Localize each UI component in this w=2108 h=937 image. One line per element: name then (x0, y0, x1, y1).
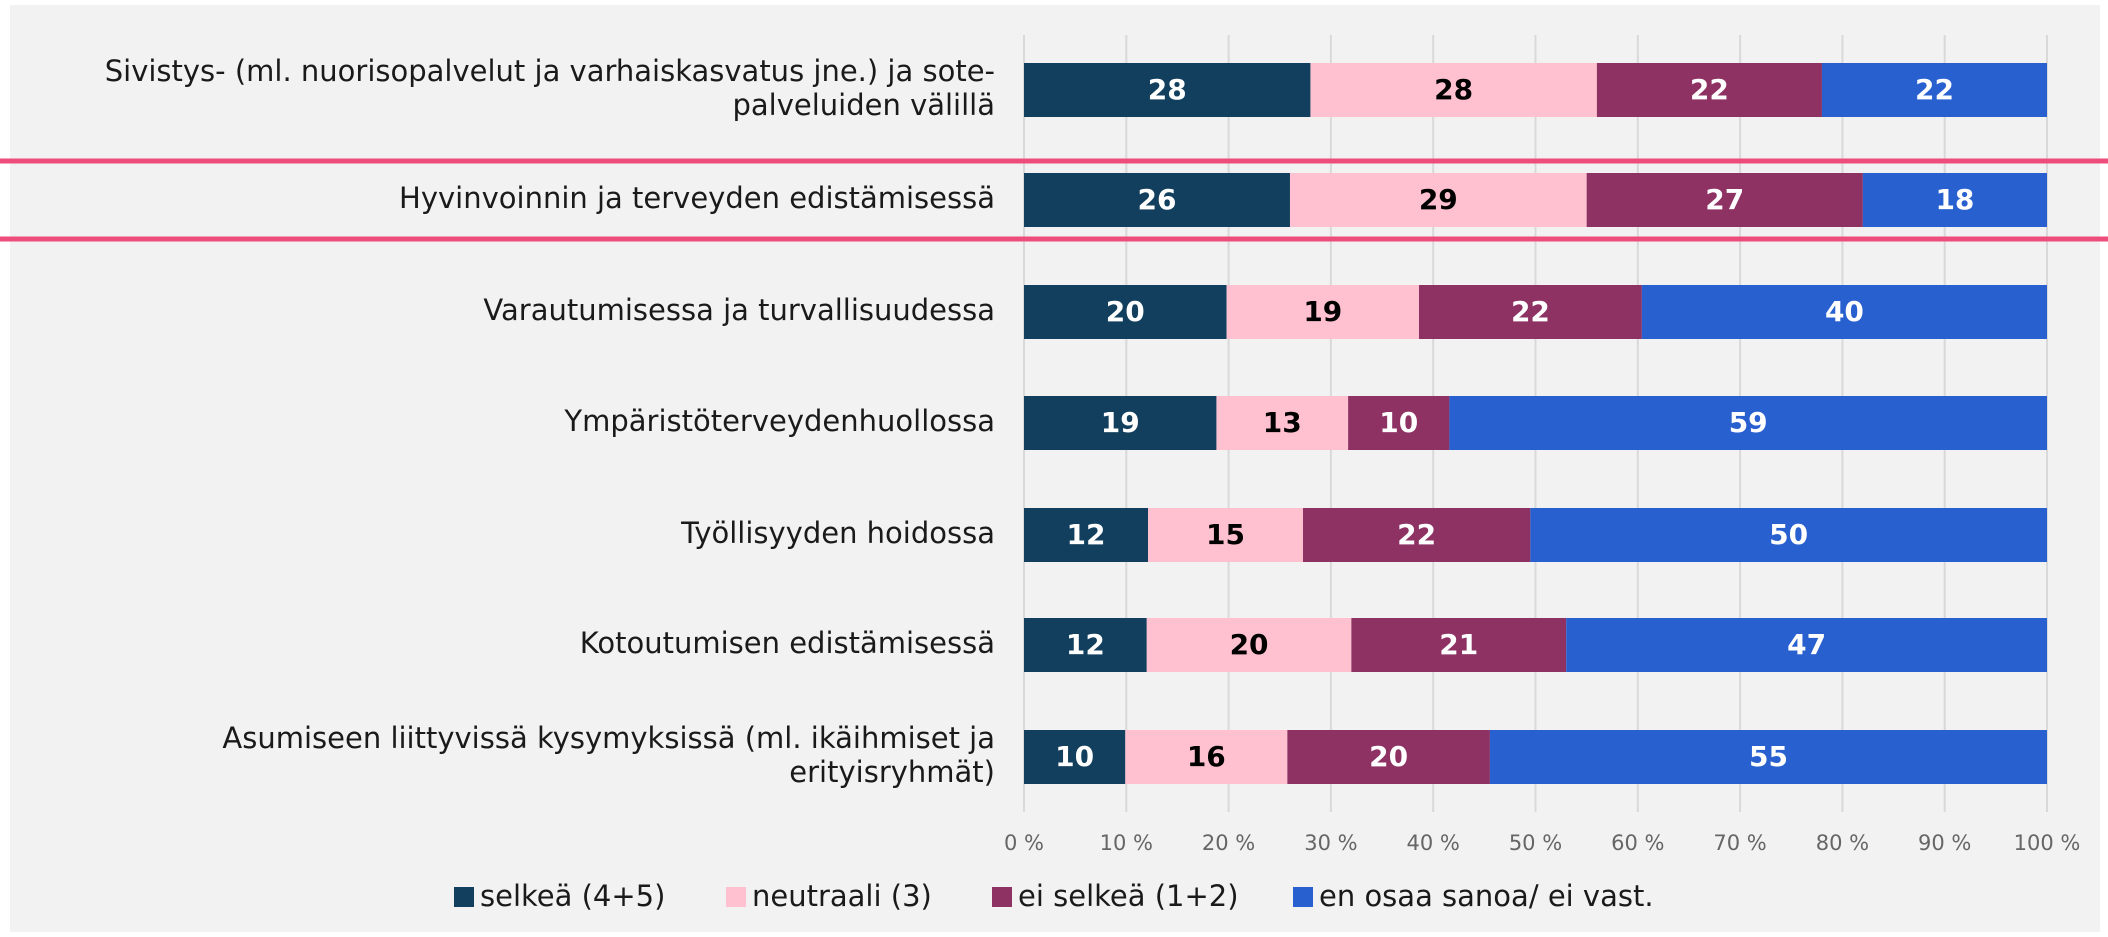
data-label: 19 (1303, 295, 1342, 328)
x-tick-label: 40 % (1407, 831, 1460, 855)
bar-segment (1024, 285, 1227, 339)
bar-segment (1216, 396, 1349, 450)
legend-label: en osaa sanoa/ ei vast. (1319, 879, 1654, 913)
category-label: erityisryhmät) (789, 755, 995, 789)
bar-segment (1419, 285, 1642, 339)
data-label: 22 (1915, 73, 1954, 106)
bar-segment (1287, 730, 1490, 784)
data-label: 21 (1439, 628, 1478, 661)
data-label: 28 (1148, 73, 1187, 106)
data-label: 19 (1101, 406, 1140, 439)
x-tick-label: 30 % (1304, 831, 1357, 855)
category-label: Asumiseen liittyvissä kysymyksissä (ml. … (222, 721, 995, 755)
data-label: 27 (1705, 183, 1744, 216)
data-label: 12 (1066, 628, 1105, 661)
data-label: 20 (1230, 628, 1269, 661)
bar-segment (1351, 618, 1567, 672)
data-label: 12 (1067, 518, 1106, 551)
category-label: palveluiden välillä (732, 88, 995, 122)
data-label: 28 (1434, 73, 1473, 106)
bar-segment (1024, 618, 1147, 672)
x-tick-label: 0 % (1004, 831, 1044, 855)
data-label: 55 (1749, 740, 1788, 773)
data-label: 20 (1106, 295, 1145, 328)
bar-segment (1586, 173, 1863, 227)
bar-segment (1596, 63, 1822, 117)
data-label: 22 (1511, 295, 1550, 328)
data-label: 50 (1769, 518, 1808, 551)
bar-segment (1303, 508, 1531, 562)
data-label: 10 (1379, 406, 1418, 439)
legend-swatch (454, 887, 474, 907)
x-tick-label: 20 % (1202, 831, 1255, 855)
x-tick-label: 100 % (2014, 831, 2081, 855)
bar-segment (1530, 508, 2047, 562)
data-label: 16 (1187, 740, 1226, 773)
bar-segment (1024, 396, 1217, 450)
bar-segment (1024, 730, 1126, 784)
bar-segment (1566, 618, 2047, 672)
bar-segment (1489, 730, 2047, 784)
x-tick-label: 70 % (1713, 831, 1766, 855)
legend-swatch (1293, 887, 1313, 907)
bar-segment (1641, 285, 2047, 339)
data-label: 22 (1397, 518, 1436, 551)
legend-label: selkeä (4+5) (480, 879, 665, 913)
bar-segment (1449, 396, 2047, 450)
category-label: Työllisyyden hoidossa (680, 516, 995, 550)
category-label: Ympäristöterveydenhuollossa (563, 404, 995, 438)
legend-label: neutraali (3) (752, 879, 932, 913)
bar-segment (1148, 508, 1303, 562)
legend-swatch (726, 887, 746, 907)
data-label: 15 (1206, 518, 1245, 551)
data-label: 59 (1729, 406, 1768, 439)
data-label: 47 (1787, 628, 1826, 661)
category-label: Varautumisessa ja turvallisuudessa (483, 293, 995, 327)
x-tick-label: 80 % (1816, 831, 1869, 855)
bar-segment (1024, 173, 1290, 227)
x-tick-label: 50 % (1509, 831, 1562, 855)
bar-segment (1289, 173, 1587, 227)
category-label: Sivistys- (ml. nuorisopalvelut ja varhai… (105, 54, 995, 88)
x-tick-label: 10 % (1100, 831, 1153, 855)
bar-segment (1348, 396, 1450, 450)
bar-segment (1310, 63, 1597, 117)
bar-segment (1226, 285, 1420, 339)
data-label: 18 (1935, 183, 1974, 216)
x-tick-label: 90 % (1918, 831, 1971, 855)
x-tick-label: 60 % (1611, 831, 1664, 855)
data-label: 20 (1369, 740, 1408, 773)
bar-segment (1862, 173, 2047, 227)
bar-segment (1146, 618, 1352, 672)
category-label: Hyvinvoinnin ja terveyden edistämisessä (399, 181, 995, 215)
bar-segment (1024, 63, 1311, 117)
plot-background (10, 5, 2100, 932)
data-label: 13 (1263, 406, 1302, 439)
bar-segment (1125, 730, 1288, 784)
legend-swatch (992, 887, 1012, 907)
bar-segment (1821, 63, 2047, 117)
category-label: Kotoutumisen edistämisessä (580, 626, 995, 660)
legend-label: ei selkeä (1+2) (1018, 879, 1239, 913)
data-label: 22 (1690, 73, 1729, 106)
data-label: 29 (1419, 183, 1458, 216)
data-label: 40 (1825, 295, 1864, 328)
data-label: 26 (1138, 183, 1177, 216)
bar-segment (1024, 508, 1148, 562)
data-label: 10 (1055, 740, 1094, 773)
